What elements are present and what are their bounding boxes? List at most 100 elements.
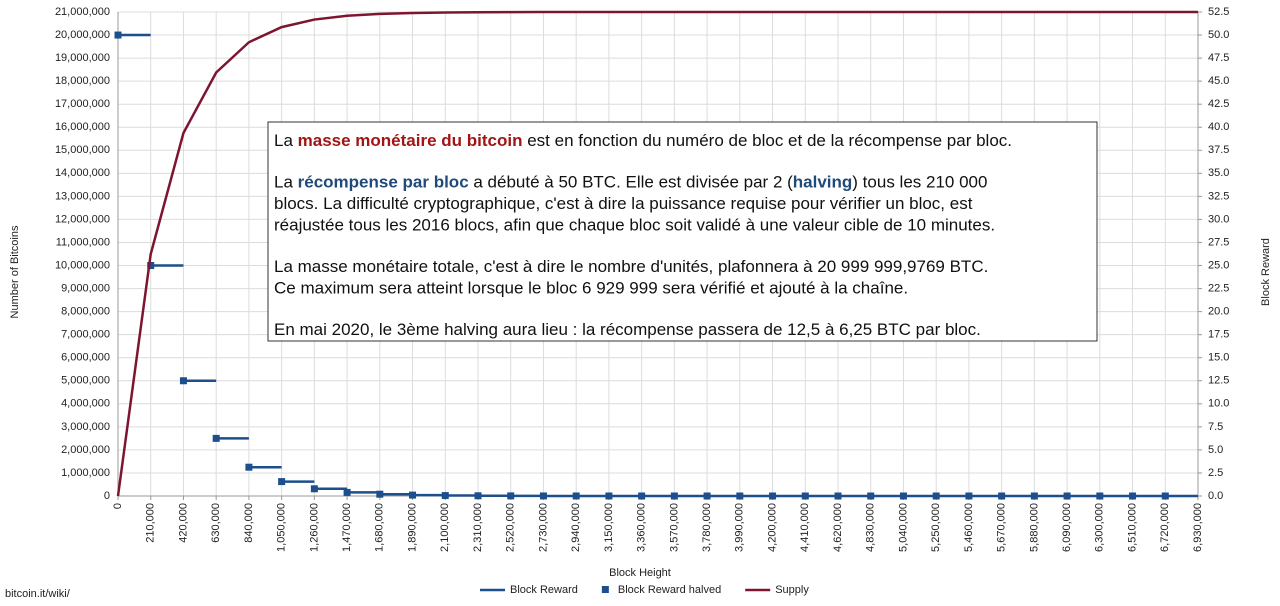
text-segment: ) tous les 210 000 (852, 173, 987, 192)
annotation-line: La masse monétaire totale, c'est à dire … (274, 257, 988, 276)
annotation-line: En mai 2020, le 3ème halving aura lieu :… (274, 320, 981, 339)
x-tick-label: 6,300,000 (1094, 503, 1106, 552)
y2-tick-label: 20.0 (1208, 306, 1229, 318)
x-tick-label: 6,930,000 (1192, 503, 1204, 552)
reward-marker (409, 491, 417, 499)
y-tick-label: 16,000,000 (55, 121, 110, 133)
reward-marker (1063, 492, 1071, 500)
y-tick-label: 5,000,000 (61, 375, 110, 387)
y2-tick-label: 50.0 (1208, 29, 1229, 41)
x-tick-label: 3,990,000 (734, 503, 746, 552)
reward-marker (441, 492, 449, 500)
highlight: récompense par bloc (298, 173, 469, 192)
y-tick-label: 14,000,000 (55, 167, 110, 179)
x-axis-title: Block Height (609, 567, 671, 579)
y-tick-label: 19,000,000 (55, 52, 110, 64)
text-segment: Ce maximum sera atteint lorsque le bloc … (274, 279, 908, 298)
reward-marker (736, 492, 744, 500)
y-axis-title: Number of Bitcoins (9, 225, 21, 318)
y-tick-label: 20,000,000 (55, 29, 110, 41)
x-tick-label: 4,410,000 (799, 503, 811, 552)
x-tick-label: 2,100,000 (439, 503, 451, 552)
y-tick-label: 0 (104, 490, 110, 502)
x-tick-label: 3,570,000 (668, 503, 680, 552)
reward-marker (1129, 492, 1137, 500)
y2-tick-label: 45.0 (1208, 75, 1229, 87)
y-tick-label: 12,000,000 (55, 213, 110, 225)
x-tick-label: 5,670,000 (996, 503, 1008, 552)
y2-tick-label: 42.5 (1208, 98, 1229, 110)
y2-tick-label: 47.5 (1208, 52, 1229, 64)
reward-marker (179, 377, 187, 385)
y2-tick-label: 52.5 (1208, 6, 1229, 18)
x-tick-label: 4,620,000 (832, 503, 844, 552)
x-tick-label: 1,680,000 (374, 503, 386, 552)
reward-marker (114, 31, 122, 39)
y2-tick-label: 15.0 (1208, 352, 1229, 364)
x-tick-label: 4,200,000 (766, 503, 778, 552)
y2-tick-label: 7.5 (1208, 421, 1223, 433)
reward-marker (769, 492, 777, 500)
y-tick-label: 7,000,000 (61, 329, 110, 341)
y-tick-label: 13,000,000 (55, 190, 110, 202)
annotation-line: La récompense par bloc a débuté à 50 BTC… (274, 173, 987, 192)
x-tick-label: 1,470,000 (341, 503, 353, 552)
y-tick-label: 11,000,000 (56, 236, 110, 248)
reward-marker (1030, 492, 1038, 500)
x-tick-label: 6,090,000 (1061, 503, 1073, 552)
highlight: halving (793, 173, 853, 192)
reward-marker (572, 492, 580, 500)
y2-tick-label: 32.5 (1208, 190, 1229, 202)
reward-marker (474, 492, 482, 500)
supply-line (116, 10, 1198, 497)
reward-marker (343, 488, 351, 496)
y2-tick-label: 2.5 (1208, 467, 1223, 479)
x-tick-label: 420,000 (177, 503, 189, 543)
x-tick-label: 3,780,000 (701, 503, 713, 552)
x-tick-label: 1,050,000 (276, 503, 288, 552)
text-segment: En mai 2020, le 3ème halving aura lieu :… (274, 320, 981, 339)
legend: Block Reward Block Reward halved Supply (480, 584, 809, 596)
reward-marker (801, 492, 809, 500)
y2-tick-label: 30.0 (1208, 213, 1229, 225)
y-tick-label: 10,000,000 (55, 259, 110, 271)
reward-marker (670, 492, 678, 500)
text-segment: La masse monétaire totale, c'est à dire … (274, 257, 988, 276)
reward-marker (245, 463, 253, 471)
y-tick-label: 18,000,000 (55, 75, 110, 87)
reward-marker (376, 490, 384, 498)
y-tick-label: 3,000,000 (61, 421, 110, 433)
x-tick-label: 5,880,000 (1028, 503, 1040, 552)
reward-marker (703, 492, 711, 500)
reward-marker (507, 492, 515, 500)
y2-tick-label: 0.0 (1208, 490, 1223, 502)
highlight: masse monétaire du bitcoin (298, 131, 523, 150)
y2-tick-label: 22.5 (1208, 282, 1229, 294)
y2-tick-label: 10.0 (1208, 398, 1229, 410)
reward-marker (1096, 492, 1104, 500)
x-tick-label: 6,720,000 (1159, 503, 1171, 552)
y-tick-label: 21,000,000 (55, 6, 110, 18)
y-tick-label: 9,000,000 (61, 282, 110, 294)
x-tick-label: 2,310,000 (472, 503, 484, 552)
text-segment: réajustée tous les 2016 blocs, afin que … (274, 216, 995, 235)
x-tick-label: 2,730,000 (537, 503, 549, 552)
reward-marker (605, 492, 613, 500)
y2-tick-label: 12.5 (1208, 375, 1229, 387)
y2-axis-title: Block Reward (1260, 238, 1272, 306)
annotation-line: blocs. La difficulté cryptographique, c'… (274, 194, 973, 213)
annotation-box (267, 121, 1098, 342)
y2-tick-label: 27.5 (1208, 236, 1229, 248)
x-tick-label: 5,460,000 (963, 503, 975, 552)
y2-tick-label: 25.0 (1208, 259, 1229, 271)
y-tick-label: 1,000,000 (61, 467, 110, 479)
source: bitcoin.it/wiki/ (5, 588, 71, 600)
annotation-line: La masse monétaire du bitcoin est en fon… (274, 131, 1012, 150)
y2-tick-label: 37.5 (1208, 144, 1229, 156)
reward-marker (310, 485, 318, 493)
text-segment: a débuté à 50 BTC. Elle est divisée par … (469, 173, 793, 192)
reward-marker (539, 492, 547, 500)
y-tick-label: 2,000,000 (61, 444, 110, 456)
text-segment: blocs. La difficulté cryptographique, c'… (274, 194, 973, 213)
legend-label: Supply (775, 584, 809, 596)
